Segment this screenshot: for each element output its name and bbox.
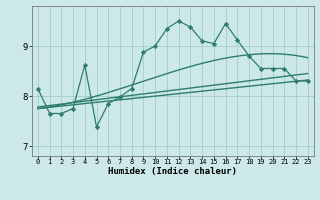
X-axis label: Humidex (Indice chaleur): Humidex (Indice chaleur): [108, 167, 237, 176]
